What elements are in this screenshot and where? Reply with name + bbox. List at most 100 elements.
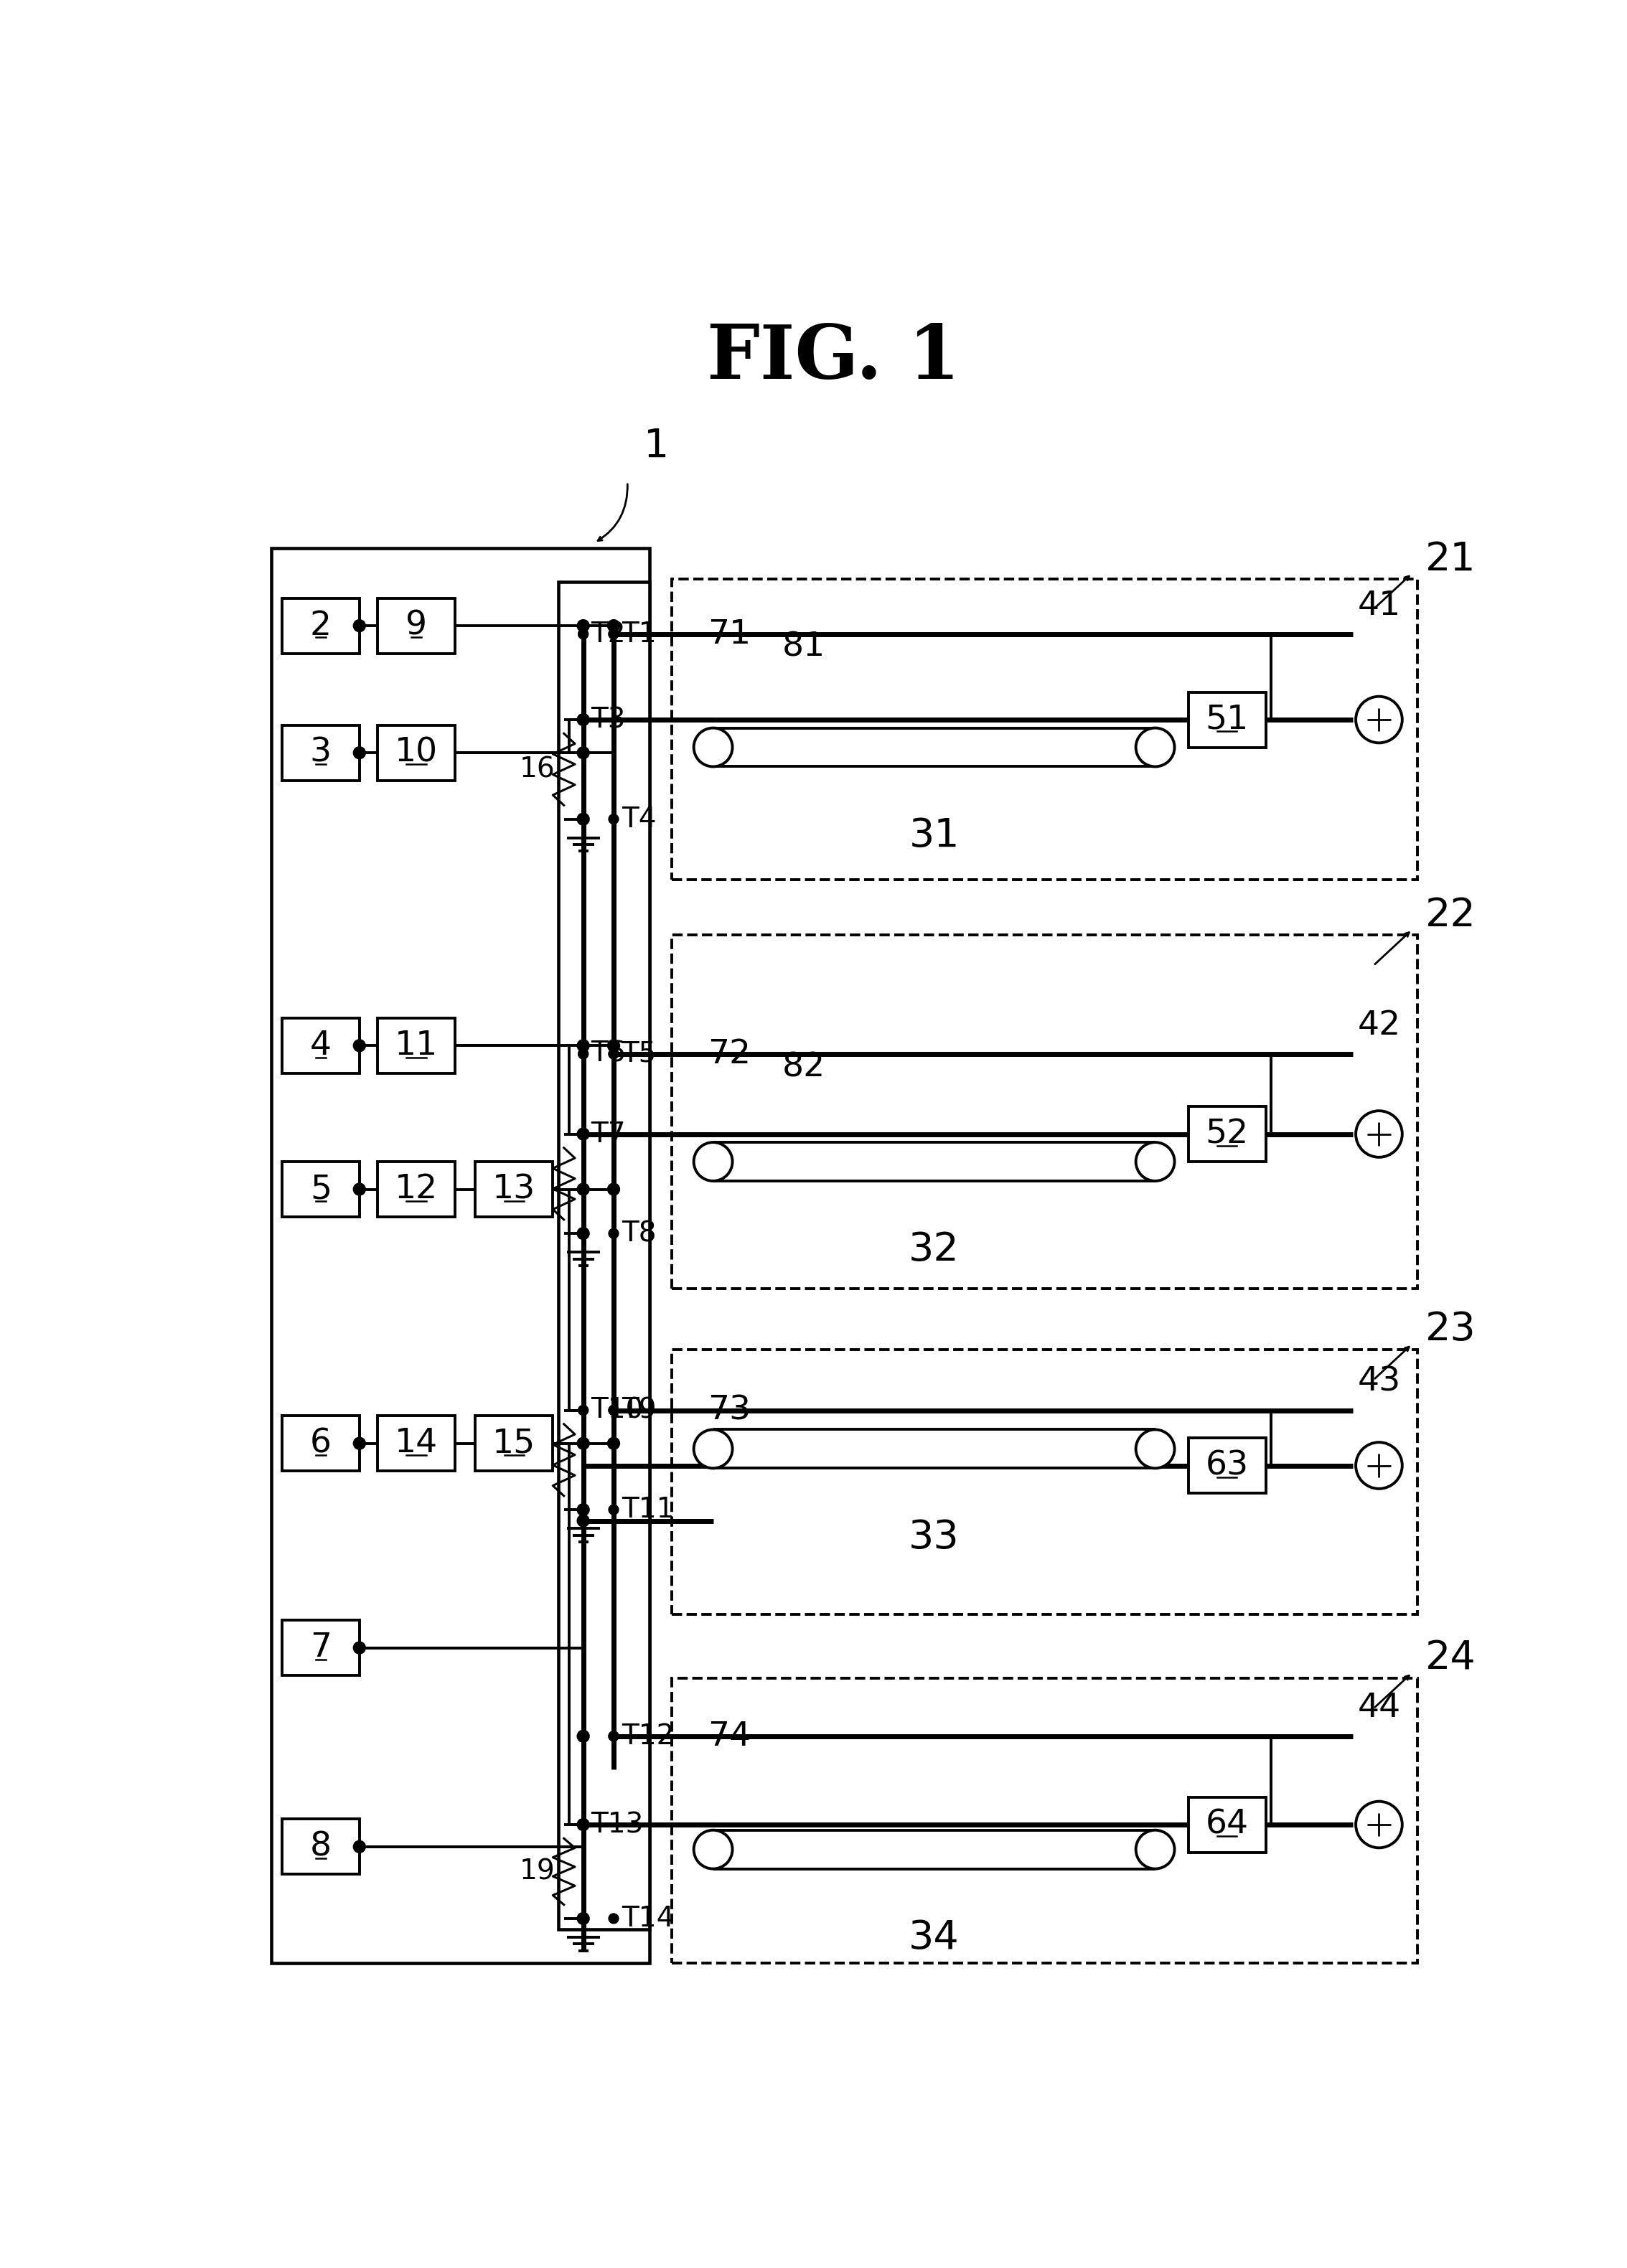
Bar (672, 578, 1417, 880)
Text: 23: 23 (1425, 1311, 1476, 1349)
Bar (672, 934, 1417, 1288)
Bar (1188, 1438, 1266, 1492)
Ellipse shape (1136, 728, 1175, 767)
Text: 11: 11 (395, 1030, 438, 1061)
Text: 72: 72 (708, 1039, 750, 1070)
Bar (281, 1161, 360, 1218)
Bar (272, 549, 649, 1962)
Circle shape (578, 1129, 589, 1139)
Text: 42: 42 (1357, 1009, 1401, 1041)
Ellipse shape (693, 1830, 732, 1869)
Text: T7: T7 (591, 1120, 626, 1148)
Bar (281, 1819, 360, 1873)
Text: 33: 33 (909, 1517, 960, 1556)
Bar (475, 1415, 553, 1472)
Circle shape (578, 1819, 589, 1830)
Ellipse shape (693, 728, 732, 767)
Circle shape (578, 1184, 589, 1195)
Text: 22: 22 (1425, 896, 1476, 934)
Text: 18: 18 (519, 1447, 555, 1474)
Circle shape (353, 619, 366, 633)
Bar (281, 726, 360, 780)
Bar (377, 1161, 456, 1218)
Text: 64: 64 (1206, 1808, 1248, 1842)
Circle shape (608, 1229, 618, 1238)
Bar (377, 599, 456, 653)
Circle shape (608, 1914, 618, 1923)
Text: 1: 1 (644, 426, 669, 465)
Ellipse shape (1136, 1830, 1175, 1869)
Circle shape (353, 1184, 366, 1195)
Circle shape (608, 628, 618, 640)
Ellipse shape (1136, 1429, 1175, 1467)
Text: 31: 31 (909, 816, 960, 855)
Text: 6: 6 (311, 1427, 332, 1461)
Circle shape (353, 1438, 366, 1449)
Circle shape (578, 628, 589, 640)
Text: T14: T14 (622, 1905, 674, 1932)
Circle shape (607, 619, 620, 633)
Circle shape (578, 1127, 589, 1141)
Text: 3: 3 (309, 737, 332, 769)
Bar (1188, 692, 1266, 746)
Circle shape (353, 1039, 366, 1052)
Circle shape (578, 814, 589, 823)
Text: T4: T4 (622, 805, 656, 832)
Circle shape (578, 1406, 589, 1415)
Circle shape (608, 1406, 618, 1415)
Circle shape (578, 1039, 589, 1052)
Text: 5: 5 (309, 1173, 332, 1204)
Bar (558, 581, 649, 1930)
Text: 8: 8 (309, 1830, 332, 1862)
Text: 44: 44 (1357, 1692, 1401, 1724)
Circle shape (578, 1914, 589, 1923)
Circle shape (578, 714, 589, 726)
Ellipse shape (693, 1429, 732, 1467)
Text: 7: 7 (311, 1631, 332, 1665)
Circle shape (578, 714, 589, 726)
Text: 21: 21 (1425, 540, 1476, 578)
Bar (377, 1415, 456, 1472)
Text: T13: T13 (591, 1810, 644, 1839)
Ellipse shape (1136, 1143, 1175, 1182)
Circle shape (578, 1819, 589, 1830)
Circle shape (578, 1504, 589, 1515)
Circle shape (353, 746, 366, 760)
Circle shape (578, 1819, 589, 1830)
Text: 63: 63 (1206, 1449, 1248, 1481)
Bar (377, 1018, 456, 1073)
Text: T6: T6 (591, 1041, 626, 1068)
Bar (713, 1429, 1155, 1467)
Circle shape (608, 814, 618, 823)
Text: 15: 15 (493, 1427, 535, 1461)
Circle shape (578, 714, 589, 726)
Text: 19: 19 (519, 1857, 555, 1885)
Text: 17: 17 (519, 1170, 555, 1198)
Bar (1188, 1796, 1266, 1853)
Text: 73: 73 (708, 1395, 750, 1427)
Circle shape (608, 1730, 618, 1742)
Circle shape (578, 1438, 589, 1449)
Text: 82: 82 (783, 1050, 825, 1084)
Text: 43: 43 (1357, 1365, 1401, 1399)
Text: 71: 71 (708, 619, 750, 651)
Bar (281, 599, 360, 653)
Text: T11: T11 (622, 1497, 674, 1524)
Bar (672, 1678, 1417, 1962)
Bar (672, 1349, 1417, 1615)
Circle shape (578, 1730, 589, 1742)
Text: 10: 10 (395, 737, 438, 769)
Text: 16: 16 (519, 755, 555, 782)
Text: T3: T3 (591, 705, 626, 733)
Text: 32: 32 (909, 1232, 960, 1270)
Circle shape (578, 746, 589, 760)
Circle shape (608, 1730, 618, 1742)
Text: 13: 13 (493, 1173, 535, 1204)
Text: 24: 24 (1425, 1640, 1476, 1678)
Bar (713, 728, 1155, 767)
Bar (281, 1619, 360, 1676)
Circle shape (1355, 1111, 1402, 1157)
Text: 34: 34 (909, 1919, 960, 1957)
Text: 41: 41 (1357, 590, 1401, 621)
Circle shape (578, 1515, 589, 1526)
